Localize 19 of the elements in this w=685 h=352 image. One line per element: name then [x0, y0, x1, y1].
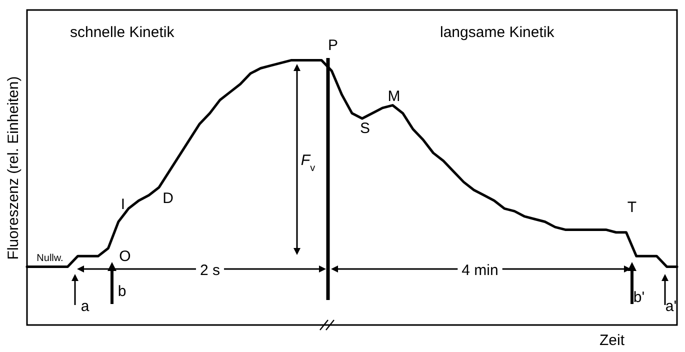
- annotation: T: [627, 199, 637, 216]
- annotation: M: [388, 88, 400, 105]
- annotation: a: [80, 298, 90, 315]
- text: P: [328, 37, 338, 54]
- annotation: Nullw.: [36, 253, 64, 264]
- annotation: I: [120, 196, 126, 213]
- annotation: a': [665, 298, 677, 315]
- annotation: F$_{v}$: [300, 152, 316, 174]
- y-axis-title: Fluoreszenz (rel. Einheiten): [5, 76, 22, 260]
- annotation: D: [162, 190, 174, 207]
- annotation: 4 min: [462, 262, 498, 279]
- annotation: 2 s: [200, 262, 220, 279]
- annotation: O: [119, 248, 131, 265]
- x-axis-title: Zeit: [599, 332, 626, 349]
- annotation: b: [118, 283, 126, 300]
- annotation: S: [360, 120, 370, 137]
- text: langsame Kinetik: [440, 24, 555, 41]
- annotation: b': [633, 289, 645, 306]
- text: schnelle Kinetik: [70, 24, 175, 41]
